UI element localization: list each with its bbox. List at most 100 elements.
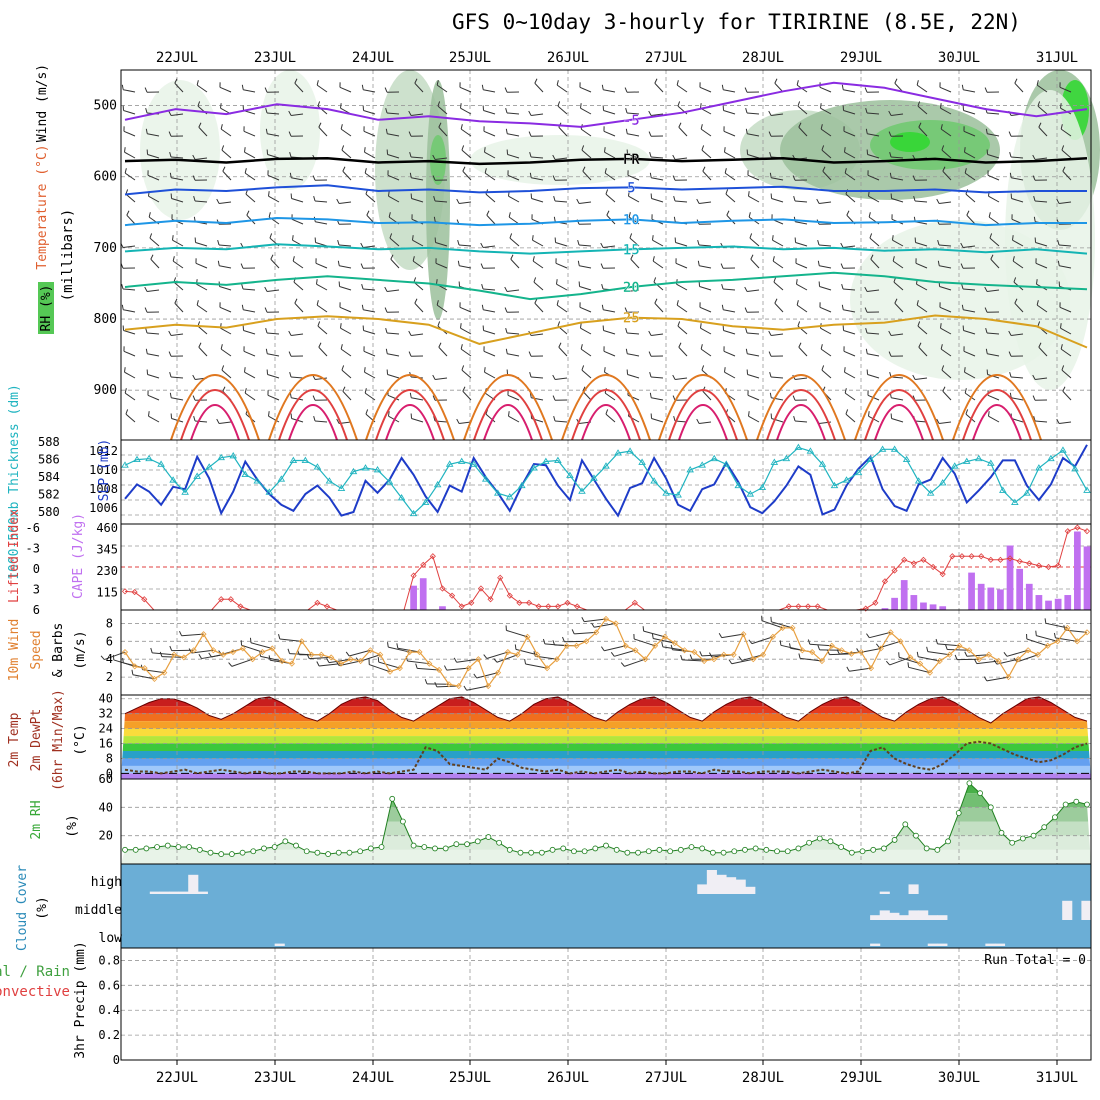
upper-wind-barb-579 bbox=[987, 154, 1000, 159]
thickness-point-69 bbox=[950, 462, 959, 469]
rh-area-4 bbox=[430, 135, 446, 185]
upper-wind-barb-560 bbox=[963, 89, 976, 93]
upper-wind-barb-638-flag bbox=[1062, 386, 1066, 392]
rh-point-12 bbox=[250, 848, 257, 855]
upper-wind-barb-447 bbox=[771, 418, 784, 423]
upper-wind-barb-364-flag bbox=[648, 351, 652, 357]
cape-bar-83 bbox=[920, 602, 927, 610]
upper-wind-barb-309 bbox=[579, 201, 592, 204]
rh-point-56 bbox=[720, 849, 727, 856]
upper-wind-barb-480-flag bbox=[841, 84, 844, 90]
wind10m-barb-50-flag bbox=[591, 622, 595, 628]
upper-wind-barb-202 bbox=[414, 302, 424, 313]
upper-wind-barb-482 bbox=[843, 130, 856, 137]
thickness-point-59 bbox=[830, 481, 839, 489]
temp-band-5 bbox=[121, 728, 1091, 737]
rh-point-67 bbox=[838, 844, 845, 850]
upper-wind-barb-442-flag bbox=[774, 298, 778, 304]
thickness-point-67 bbox=[926, 489, 935, 496]
upper-wind-barb-163-flag bbox=[364, 147, 366, 153]
upper-wind-barb-306 bbox=[580, 128, 592, 137]
isotherm-10 bbox=[124, 216, 1087, 227]
isotherm-label-15: 15 bbox=[623, 242, 640, 258]
upper-wind-barb-386 bbox=[700, 128, 712, 137]
cloud-low-bar-84 bbox=[927, 943, 938, 946]
upper-wind-barb-624 bbox=[1059, 86, 1072, 93]
upper-wind-barb-585-flag bbox=[984, 286, 988, 292]
upper-wind-barb-471-flag bbox=[817, 240, 820, 246]
wind10m-barb-89-flag bbox=[974, 659, 978, 664]
upper-wind-barb-6-flag bbox=[126, 210, 130, 216]
upper-wind-barb-608 bbox=[1036, 84, 1048, 93]
rh-point-44 bbox=[592, 845, 599, 852]
upper-wind-barb-266-flag bbox=[504, 307, 508, 313]
upper-wind-barb-386-flag bbox=[700, 124, 703, 130]
upper-wind-barb-97-flag bbox=[265, 108, 268, 114]
upper-wind-barb-424 bbox=[750, 258, 760, 269]
upper-wind-barb-556 bbox=[940, 348, 952, 357]
pressure-tick-2: 700 bbox=[94, 241, 117, 256]
temp-tick-3: 16 bbox=[99, 737, 113, 751]
thickness-line bbox=[124, 446, 1088, 515]
thickness-point-49 bbox=[710, 454, 719, 462]
upper-wind-barb-615 bbox=[1035, 242, 1048, 247]
wind10m-barb-82 bbox=[908, 666, 931, 674]
wind-speed-point-11 bbox=[229, 648, 237, 656]
isotherm--5 bbox=[124, 81, 1088, 128]
upper-wind-barb-493 bbox=[844, 371, 856, 379]
precip-frame bbox=[120, 947, 1092, 1061]
upper-wind-barb-167 bbox=[363, 245, 376, 248]
upper-wind-barb-14 bbox=[124, 392, 136, 401]
upper-wind-barb-296 bbox=[555, 262, 568, 269]
upper-wind-barb-24-flag bbox=[150, 254, 154, 260]
upper-wind-barb-463 bbox=[795, 420, 808, 423]
upper-wind-barb-404-flag bbox=[724, 168, 727, 174]
wind-speed-point-92 bbox=[1025, 647, 1032, 654]
upper-wind-barb-275-flag bbox=[529, 152, 532, 158]
upper-wind-barb-557-flag bbox=[941, 365, 945, 371]
upper-wind-barb-45 bbox=[171, 376, 184, 379]
rh-point-48 bbox=[635, 849, 641, 856]
temp-tick-1: 32 bbox=[99, 707, 113, 721]
upper-wind-barb-250 bbox=[483, 309, 496, 313]
wind10m-barb-46-flag bbox=[552, 640, 556, 646]
upper-wind-barb-477 bbox=[821, 369, 832, 379]
upper-wind-barb-623 bbox=[1035, 420, 1048, 423]
upper-wind-barb-387-flag bbox=[701, 145, 705, 151]
upper-wind-barb-330 bbox=[603, 309, 616, 313]
thickness-point-42 bbox=[626, 447, 634, 454]
rh-point-7 bbox=[196, 846, 203, 853]
upper-wind-barb-126 bbox=[291, 397, 304, 401]
cape-tick-1: 345 bbox=[96, 543, 118, 557]
warm-isotherm-3-0 bbox=[365, 374, 455, 441]
upper-wind-barb-210-flag bbox=[438, 122, 442, 128]
wind10m-barb-74-flag bbox=[826, 649, 830, 655]
upper-wind-barb-401 bbox=[723, 110, 736, 115]
upper-wind-barb-273-flag bbox=[528, 110, 532, 116]
upper-wind-barb-515-flag bbox=[889, 152, 892, 158]
pressure-tick-3: 800 bbox=[94, 312, 117, 327]
rh-tick-0: 60 bbox=[99, 772, 113, 786]
cape-bar-91 bbox=[997, 589, 1004, 610]
rh-point-27 bbox=[410, 842, 417, 849]
upper-wind-barb-138 bbox=[316, 304, 328, 313]
cape-bar-84 bbox=[929, 604, 937, 610]
upper-wind-barb-227-flag bbox=[461, 145, 465, 151]
upper-wind-barb-538-flag bbox=[916, 300, 919, 306]
wind10m-barb-83 bbox=[918, 656, 940, 662]
cape-bar-95 bbox=[1035, 595, 1043, 610]
wind10m-barb-11-flag bbox=[208, 652, 212, 658]
upper-wind-barb-494-flag bbox=[844, 388, 847, 394]
upper-wind-barb-349 bbox=[627, 374, 640, 379]
temp-band-4 bbox=[121, 721, 1091, 729]
upper-wind-barb-60 bbox=[198, 346, 208, 357]
upper-wind-barb-391 bbox=[699, 244, 712, 247]
upper-wind-barb-163 bbox=[364, 151, 376, 159]
upper-wind-barb-489 bbox=[843, 288, 856, 291]
upper-wind-barb-440-flag bbox=[772, 256, 775, 262]
rh-area-1 bbox=[260, 70, 320, 190]
upper-wind-barb-51-flag bbox=[192, 154, 196, 160]
upper-wind-barb-413 bbox=[724, 371, 736, 379]
wind-speed-point-39 bbox=[504, 648, 511, 656]
upper-wind-barb-258-flag bbox=[505, 128, 508, 134]
